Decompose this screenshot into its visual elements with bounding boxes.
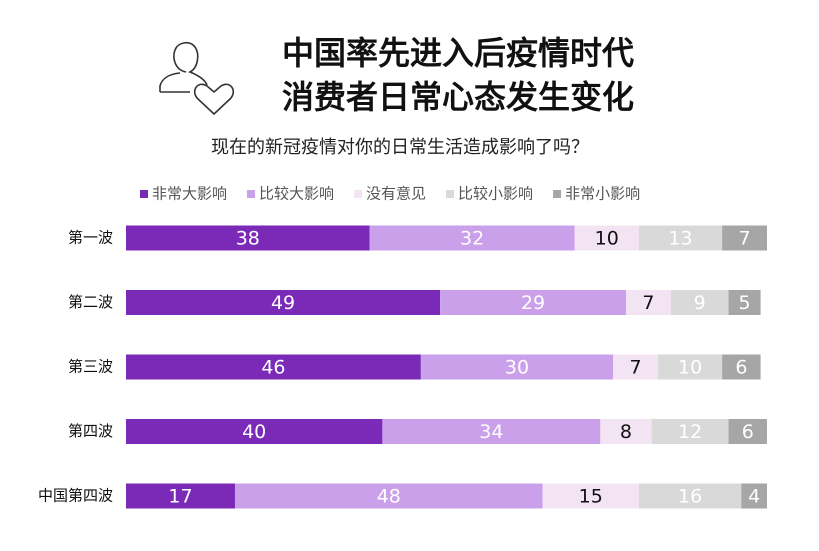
y-tick-label: 第四波 (68, 422, 113, 440)
legend-label: 比较大影响 (259, 185, 334, 203)
data-label: 16 (678, 486, 702, 508)
bar-segment (574, 225, 639, 251)
chart-subtitle: 现在的新冠疫情对你的日常生活造成影响了吗？ (211, 137, 589, 158)
bar-segment (234, 483, 543, 509)
bar-segment (638, 483, 742, 509)
data-label: 32 (460, 228, 484, 250)
y-tick-label: 第三波 (68, 358, 113, 376)
data-label: 40 (242, 421, 266, 443)
bar-segment (722, 354, 761, 380)
data-label: 5 (739, 292, 751, 314)
bar-segment (420, 354, 614, 380)
bar-segment (728, 419, 767, 444)
bar-segment (382, 419, 601, 444)
legend-swatch (553, 190, 562, 198)
data-label: 8 (620, 421, 632, 443)
icon (159, 41, 235, 116)
bar-segment (126, 290, 441, 315)
bar-segment (613, 354, 659, 380)
data-label: 13 (668, 228, 692, 250)
bar-segment (638, 225, 723, 251)
legend-swatch (446, 190, 455, 198)
chart-title: 消费者日常心态发生变化 (282, 78, 634, 116)
data-label: 9 (694, 292, 706, 314)
bar-segment (369, 225, 575, 251)
data-label: 49 (271, 292, 295, 314)
bar-segment (670, 290, 729, 315)
bar-segment (625, 290, 671, 315)
legend-swatch (247, 190, 256, 198)
legend-swatch (354, 190, 363, 198)
data-label: 4 (748, 486, 760, 508)
bar-segment (126, 354, 421, 380)
y-tick-label: 中国第四波 (38, 487, 113, 505)
bar-segment (542, 483, 639, 509)
bar-segment (440, 290, 626, 315)
data-label: 15 (579, 486, 603, 508)
bar-segment (126, 419, 383, 444)
bar-segment (651, 419, 729, 444)
bar-segment (600, 419, 652, 444)
bar-segment (728, 290, 761, 315)
data-label: 17 (168, 486, 192, 508)
bar-segment (126, 483, 235, 509)
bar-segment (722, 225, 767, 251)
bar-segment (658, 354, 723, 380)
data-label: 38 (236, 228, 260, 250)
data-label: 48 (377, 486, 401, 508)
data-label: 6 (742, 421, 754, 443)
legend-label: 非常小影响 (565, 185, 640, 203)
data-label: 7 (642, 292, 654, 314)
data-label: 29 (521, 292, 545, 314)
data-label: 30 (505, 357, 529, 379)
data-label: 46 (261, 357, 285, 379)
data-label: 7 (630, 357, 642, 379)
legend-label: 比较小影响 (458, 185, 533, 203)
y-tick-label: 第二波 (68, 293, 113, 311)
data-label: 7 (739, 228, 751, 250)
data-label: 6 (735, 357, 747, 379)
data-label: 12 (678, 421, 702, 443)
chart-title: 中国率先进入后疫情时代 (282, 34, 634, 72)
data-label: 34 (479, 421, 503, 443)
bar-segment (741, 483, 767, 509)
data-label: 10 (678, 357, 702, 379)
legend-swatch (140, 190, 148, 198)
data-label: 10 (595, 228, 619, 250)
legend-label: 没有意见 (366, 185, 426, 203)
y-tick-label: 第一波 (68, 229, 113, 247)
legend-label: 非常大影响 (152, 185, 227, 203)
bar-segment (126, 225, 370, 251)
